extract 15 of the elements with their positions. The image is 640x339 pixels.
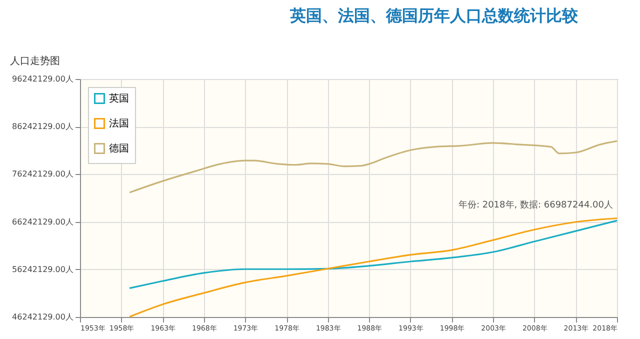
line-series (128, 220, 618, 289)
y-tick-label: 66242129.00人 (12, 217, 74, 226)
y-tick-label: 96242129.00人 (12, 74, 74, 84)
legend-label: 德国 (109, 144, 129, 154)
y-tick-label: 46242129.00人 (12, 312, 74, 322)
y-tick-label: 86242129.00人 (12, 122, 74, 132)
annotation: 年份: 2018年, 数据: 66987244.00人 (458, 199, 613, 210)
line-series (128, 140, 618, 194)
chart-title: 英国、法国、德国历年人口总数统计比较 (288, 6, 579, 25)
y-tick-label: 56242129.00人 (12, 264, 74, 274)
legend-label: 英国 (109, 92, 129, 104)
chart-subtitle: 人口走势图 (10, 55, 60, 67)
y-tick-label: 76242129.00人 (12, 170, 74, 179)
line-series (128, 217, 618, 318)
legend-label: 法国 (109, 118, 129, 130)
